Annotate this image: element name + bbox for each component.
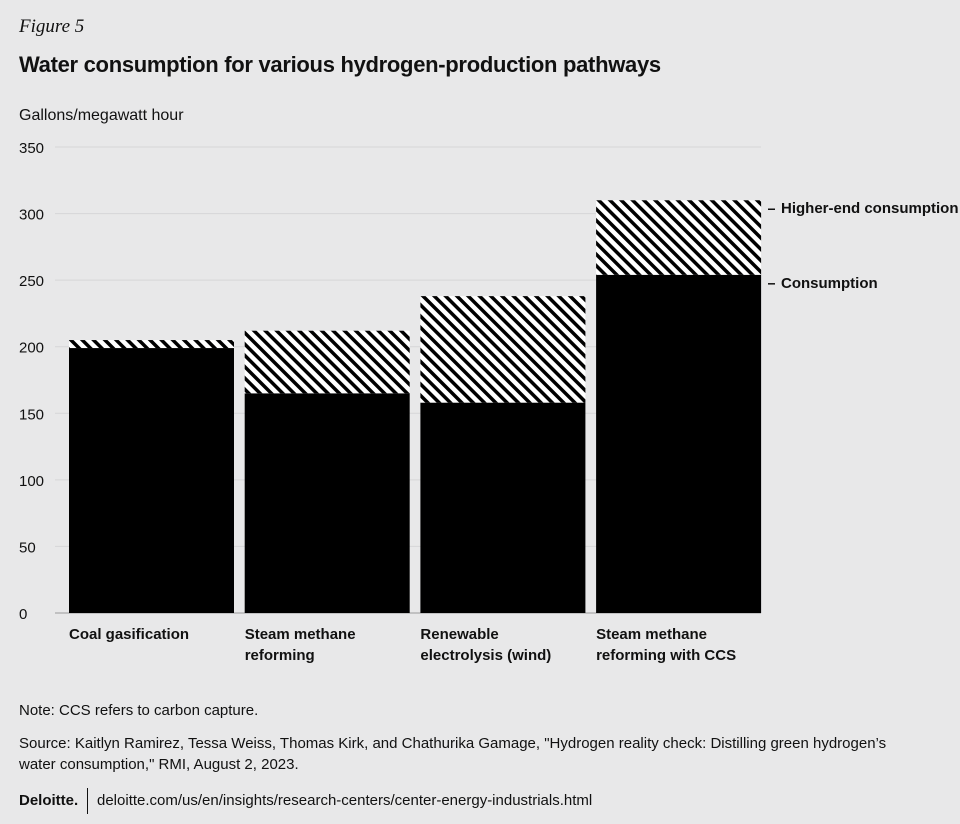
y-tick-label: 200 <box>19 340 44 357</box>
chart-title: Water consumption for various hydrogen-p… <box>19 52 661 77</box>
url: deloitte.com/us/en/insights/research-cen… <box>97 792 593 809</box>
bar-segment <box>244 330 410 394</box>
legend-label: Higher-end consumption <box>781 200 959 217</box>
bar-segment <box>596 200 762 275</box>
x-tick-label: Steam methane reforming <box>244 626 356 664</box>
figure-label: Figure 5 <box>19 16 85 37</box>
y-tick-label: 250 <box>19 273 44 290</box>
bar-segment <box>244 393 410 613</box>
x-tick-label: Steam methane reforming with CCS <box>596 626 737 664</box>
y-tick-label: 300 <box>19 207 44 224</box>
legend-label: Consumption <box>781 275 878 292</box>
y-tick-label: 350 <box>19 140 44 157</box>
x-tick-label: Coal gasification <box>69 626 190 643</box>
y-tick-label: 0 <box>19 606 27 623</box>
note: Note: CCS refers to carbon capture. <box>19 702 259 719</box>
separator <box>87 788 88 814</box>
y-tick-label: 50 <box>19 539 36 556</box>
y-tick-label: 150 <box>19 406 44 423</box>
bar-segment <box>596 274 762 613</box>
source: Source: Kaitlyn Ramirez, Tessa Weiss, Th… <box>19 735 887 773</box>
bar-segment <box>69 348 234 613</box>
x-tick-label: Renewable electrolysis (wind) <box>420 626 552 664</box>
brand: Deloitte. <box>19 792 79 809</box>
y-axis-label: Gallons/megawatt hour <box>19 107 184 124</box>
bar-segment <box>420 402 586 613</box>
bar-segment <box>420 296 586 403</box>
y-tick-label: 100 <box>19 473 44 490</box>
bar-segment <box>69 340 234 349</box>
